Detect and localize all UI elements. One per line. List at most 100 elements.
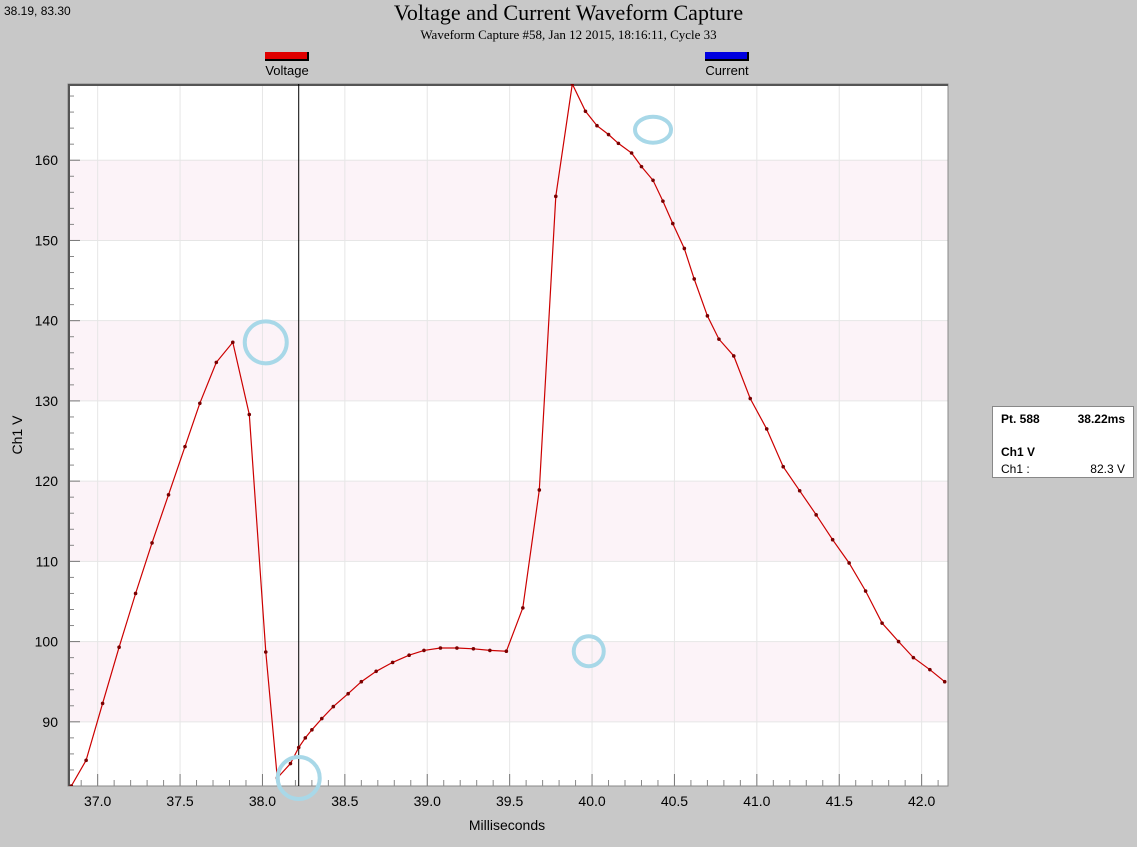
data-point xyxy=(764,427,769,431)
annotation-circle xyxy=(633,114,674,145)
data-point xyxy=(942,679,947,684)
data-point xyxy=(438,646,443,650)
data-point xyxy=(863,589,868,593)
channel-name: Ch1 : xyxy=(1001,462,1030,476)
x-tick-label: 38.5 xyxy=(331,793,358,809)
data-point xyxy=(717,337,721,341)
data-point xyxy=(346,691,350,696)
data-point xyxy=(670,221,675,226)
data-point xyxy=(488,648,492,653)
data-point xyxy=(310,728,314,732)
data-point xyxy=(928,667,932,672)
x-tick-label: 42.0 xyxy=(908,793,935,809)
data-point xyxy=(166,492,171,497)
x-tick-label: 39.0 xyxy=(414,793,441,809)
channel-header: Ch1 V xyxy=(1001,445,1036,459)
data-point xyxy=(247,412,252,417)
data-point xyxy=(781,464,786,469)
data-point xyxy=(331,704,336,709)
data-point xyxy=(629,151,634,155)
legend-voltage[interactable]: Voltage xyxy=(258,52,316,78)
legend-current[interactable]: Current xyxy=(698,52,756,78)
data-point xyxy=(471,647,476,651)
data-point xyxy=(537,488,542,492)
data-point xyxy=(880,621,884,625)
data-point xyxy=(455,646,459,650)
point-index: Pt. 588 xyxy=(1001,412,1040,426)
data-point xyxy=(847,561,851,565)
data-point xyxy=(682,246,687,251)
data-point xyxy=(117,645,121,650)
data-point xyxy=(797,488,802,493)
annotation-circle xyxy=(275,754,322,801)
data-point xyxy=(639,164,644,169)
x-tick-label: 39.5 xyxy=(496,793,523,809)
data-point xyxy=(183,444,187,449)
data-point xyxy=(814,513,818,517)
x-axis-label: Milliseconds xyxy=(469,817,545,833)
x-tick-label: 37.0 xyxy=(84,793,111,809)
data-point xyxy=(830,537,835,542)
data-point xyxy=(214,360,219,365)
data-point xyxy=(422,648,426,653)
y-tick-label: 160 xyxy=(35,152,59,168)
data-point xyxy=(553,194,558,199)
data-point xyxy=(705,314,710,318)
cursor-coordinates: 38.19, 83.30 xyxy=(4,4,71,18)
data-point xyxy=(661,199,665,203)
data-point xyxy=(374,669,378,674)
data-point xyxy=(731,354,736,358)
data-point xyxy=(359,679,364,684)
y-tick-label: 90 xyxy=(42,714,58,730)
data-point xyxy=(100,701,105,706)
legend-voltage-swatch xyxy=(265,52,309,61)
y-tick-label: 150 xyxy=(35,232,59,248)
data-point xyxy=(84,758,88,763)
x-tick-label: 40.0 xyxy=(578,793,605,809)
data-point xyxy=(319,716,324,721)
chart-title: Voltage and Current Waveform Capture xyxy=(393,0,744,25)
data-point xyxy=(407,653,411,658)
data-point xyxy=(230,340,235,345)
data-point xyxy=(748,396,753,401)
data-point xyxy=(651,178,655,183)
series-line-voltage xyxy=(70,84,946,786)
point-time: 38.22ms xyxy=(1077,412,1125,426)
x-tick-label: 38.0 xyxy=(249,793,276,809)
plot-band xyxy=(68,481,948,562)
data-point xyxy=(288,761,293,766)
y-tick-label: 110 xyxy=(36,553,59,569)
data-point xyxy=(606,132,611,137)
legend-current-label: Current xyxy=(705,63,749,78)
data-point xyxy=(133,591,138,596)
y-tick-label: 140 xyxy=(35,313,59,329)
data-point xyxy=(296,745,301,750)
data-point xyxy=(303,736,308,740)
data-point xyxy=(150,541,154,545)
plot-band xyxy=(68,320,948,401)
data-point xyxy=(911,655,916,660)
chart-subtitle: Waveform Capture #58, Jan 12 2015, 18:16… xyxy=(420,27,717,42)
data-point xyxy=(595,123,599,128)
annotation-circle xyxy=(242,319,289,366)
y-tick-label: 100 xyxy=(35,634,59,650)
data-point xyxy=(570,84,575,86)
data-point xyxy=(692,277,697,281)
data-point xyxy=(69,784,74,786)
x-tick-label: 41.5 xyxy=(826,793,853,809)
legend-voltage-label: Voltage xyxy=(265,63,309,78)
annotation-circle xyxy=(571,634,606,669)
plot-band xyxy=(68,641,948,722)
data-point xyxy=(390,660,395,665)
x-tick-label: 40.5 xyxy=(661,793,688,809)
point-info-panel: Pt. 588 38.22ms Ch1 V Ch1 : 82.3 V xyxy=(992,406,1134,478)
data-point xyxy=(263,650,268,654)
legend-current-swatch xyxy=(705,52,749,61)
y-tick-label: 120 xyxy=(35,473,59,489)
plot-band xyxy=(68,160,948,241)
channel-value: 82.3 V xyxy=(1090,462,1125,476)
y-axis-label: Ch1 V xyxy=(9,415,25,455)
data-point xyxy=(504,649,509,654)
data-point xyxy=(896,639,901,644)
